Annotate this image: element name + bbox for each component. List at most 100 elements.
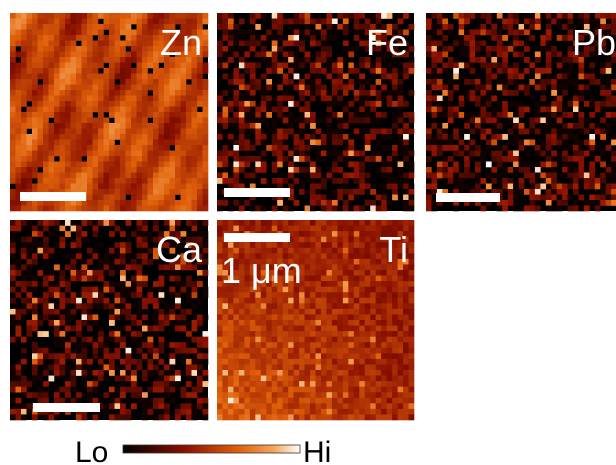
- pixel: [459, 162, 465, 168]
- pixel: [109, 403, 115, 409]
- pixel: [142, 145, 148, 151]
- pixel: [431, 178, 437, 184]
- pixel: [337, 370, 343, 376]
- pixel: [175, 348, 181, 354]
- pixel: [381, 162, 387, 168]
- pixel: [365, 264, 371, 270]
- pixel: [326, 326, 332, 332]
- pixel: [524, 189, 530, 195]
- pixel: [54, 337, 60, 343]
- pixel: [148, 46, 154, 52]
- pixel: [250, 348, 256, 354]
- pixel: [203, 342, 209, 348]
- pixel: [305, 57, 311, 63]
- pixel: [21, 237, 27, 243]
- pixel: [277, 112, 283, 118]
- pixel: [431, 74, 437, 80]
- pixel: [54, 387, 60, 393]
- pixel: [159, 342, 165, 348]
- pixel: [316, 129, 322, 135]
- pixel: [159, 118, 165, 124]
- pixel: [486, 19, 492, 25]
- pixel: [175, 167, 181, 173]
- pixel: [376, 281, 382, 287]
- pixel: [222, 162, 228, 168]
- pixel: [348, 231, 354, 237]
- pixel: [272, 123, 278, 129]
- pixel: [175, 320, 181, 326]
- pixel: [109, 167, 115, 173]
- pixel: [398, 326, 404, 332]
- pixel: [115, 303, 121, 309]
- pixel: [170, 13, 176, 19]
- pixel: [502, 101, 508, 107]
- pixel: [222, 387, 228, 393]
- pixel: [365, 96, 371, 102]
- pixel: [332, 370, 338, 376]
- pixel: [71, 387, 77, 393]
- pixel: [261, 46, 267, 52]
- pixel: [376, 206, 382, 212]
- pixel: [115, 364, 121, 370]
- pixel: [239, 57, 245, 63]
- pixel: [181, 387, 187, 393]
- pixel: [337, 101, 343, 107]
- pixel: [381, 79, 387, 85]
- pixel: [343, 303, 349, 309]
- pixel: [387, 309, 393, 315]
- pixel: [21, 314, 27, 320]
- pixel: [562, 68, 568, 74]
- pixel: [93, 381, 99, 387]
- pixel: [65, 220, 71, 226]
- pixel: [277, 342, 283, 348]
- pixel: [131, 387, 137, 393]
- pixel: [159, 96, 165, 102]
- pixel: [310, 112, 316, 118]
- pixel: [437, 41, 443, 47]
- pixel: [54, 292, 60, 298]
- pixel: [203, 178, 209, 184]
- pixel: [109, 107, 115, 113]
- pixel: [283, 79, 289, 85]
- pixel: [153, 96, 159, 102]
- pixel: [228, 123, 234, 129]
- pixel: [310, 231, 316, 237]
- pixel: [38, 281, 44, 287]
- pixel: [562, 173, 568, 179]
- pixel: [244, 178, 250, 184]
- pixel: [82, 276, 88, 282]
- pixel: [115, 414, 121, 420]
- pixel: [228, 24, 234, 30]
- pixel: [153, 387, 159, 393]
- pixel: [513, 85, 519, 91]
- pixel: [71, 41, 77, 47]
- pixel: [142, 392, 148, 398]
- pixel: [38, 129, 44, 135]
- pixel: [153, 123, 159, 129]
- pixel: [60, 242, 66, 248]
- pixel: [519, 41, 525, 47]
- pixel: [76, 178, 82, 184]
- pixel: [348, 206, 354, 212]
- pixel: [142, 337, 148, 343]
- pixel: [316, 19, 322, 25]
- pixel: [228, 348, 234, 354]
- pixel: [299, 314, 305, 320]
- pixel: [595, 123, 601, 129]
- pixel: [283, 381, 289, 387]
- pixel: [491, 167, 497, 173]
- pixel: [197, 79, 203, 85]
- pixel: [299, 370, 305, 376]
- pixel: [305, 270, 311, 276]
- pixel: [87, 123, 93, 129]
- pixel: [120, 79, 126, 85]
- pixel: [104, 162, 110, 168]
- pixel: [513, 156, 519, 162]
- pixel: [535, 24, 541, 30]
- pixel: [348, 337, 354, 343]
- pixel: [409, 292, 415, 298]
- pixel: [170, 123, 176, 129]
- pixel: [142, 123, 148, 129]
- pixel: [557, 129, 563, 135]
- pixel: [54, 145, 60, 151]
